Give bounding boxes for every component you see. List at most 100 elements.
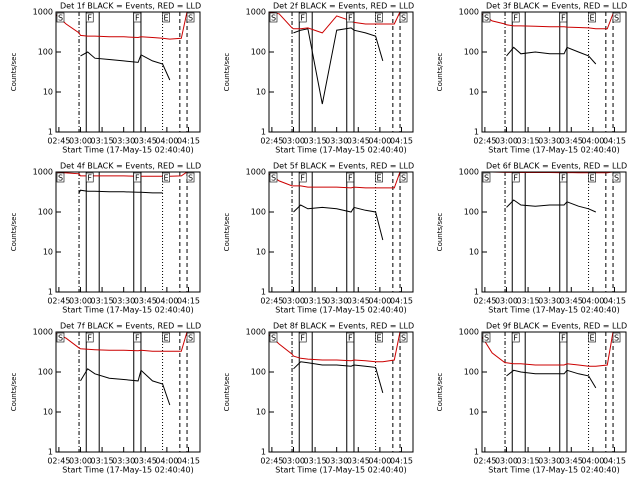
plot-frame [481,331,627,453]
annotation-box [612,332,621,343]
annotation-box [482,12,491,23]
y-tick-label: 100 [251,208,266,217]
panel: Det 5f BLACK = Events, RED = LLD Start Ti… [223,162,414,315]
series-line [293,361,384,394]
y-tick-label: 100 [464,48,479,57]
x-tick-label: 03:45 [134,137,157,146]
annotation-box [298,12,307,23]
annotation: F [561,334,566,343]
annotation-box [559,12,568,23]
x-tick-label: 03:45 [347,137,370,146]
annotation: S [401,14,406,23]
y-axis-label: Counts/sec [223,53,231,92]
x-tick-label: 03:00 [69,457,92,466]
plot-frame [481,11,627,133]
annotation-box [399,332,408,343]
annotation: F [561,174,566,183]
annotation: S [614,174,619,183]
annotation: E [590,334,595,343]
annotation: E [164,14,169,23]
annotation: F [87,334,92,343]
y-tick-label: 1 [261,448,266,457]
x-tick-label: 03:15 [517,137,540,146]
annotation-box [298,172,307,183]
x-tick-label: 03:00 [495,297,518,306]
y-tick-label: 1000 [33,328,53,337]
y-tick-label: 1 [474,448,479,457]
series-line [78,189,163,194]
panel: Det 6f BLACK = Events, RED = LLD Start Ti… [436,162,627,315]
x-tick-label: 04:15 [177,457,200,466]
annotation-box [133,332,142,343]
x-tick-label: 04:15 [603,457,626,466]
plot-area [56,172,188,292]
chart-title: Det 8f BLACK = Events, RED = LLD [273,322,414,331]
y-tick-label: 1 [474,128,479,137]
x-tick-label: 04:00 [155,137,178,146]
annotation-box [346,172,355,183]
chart-title: Det 2f BLACK = Events, RED = LLD [273,2,414,11]
annotation: F [87,174,92,183]
x-tick-label: 03:45 [560,297,583,306]
annotation-box [482,172,491,183]
annotation-box [269,12,278,23]
y-tick-label: 100 [251,368,266,377]
x-tick-label: 03:30 [325,297,348,306]
x-axis-label: Start Time (17-May-15 02:40:40) [488,146,619,155]
x-tick-label: 04:15 [390,137,413,146]
y-tick-label: 100 [38,48,53,57]
y-tick-label: 1 [48,128,53,137]
x-tick-label: 04:00 [368,457,391,466]
x-tick-label: 03:00 [69,297,92,306]
x-tick-label: 03:15 [91,457,114,466]
series-line [293,204,384,241]
y-axis-label: Counts/sec [436,373,444,412]
y-axis-label: Counts/sec [436,213,444,252]
panel: Det 8f BLACK = Events, RED = LLD Start Ti… [223,322,414,475]
plot-area [269,12,401,132]
x-tick-label: 04:00 [155,457,178,466]
x-tick-label: 04:15 [177,297,200,306]
chart-title: Det 4f BLACK = Events, RED = LLD [60,162,201,171]
series-line [506,46,597,65]
series-line [269,12,401,34]
y-tick-label: 1 [474,288,479,297]
y-tick-label: 1000 [459,8,479,17]
y-tick-label: 100 [38,368,53,377]
plot-frame [55,331,201,453]
x-tick-label: 02:45 [47,457,70,466]
y-axis-label: Counts/sec [10,53,18,92]
chart-title: Det 9f BLACK = Events, RED = LLD [486,322,627,331]
x-axis-label: Start Time (17-May-15 02:40:40) [488,466,619,475]
annotation: S [188,334,193,343]
series-line [482,332,614,367]
y-tick-label: 1000 [459,168,479,177]
plot-area [56,12,188,132]
series-line [482,13,614,30]
y-tick-label: 10 [256,88,266,97]
x-tick-label: 04:00 [368,297,391,306]
y-axis-label: Counts/sec [10,213,18,252]
x-tick-label: 03:00 [282,457,305,466]
series-line [506,369,597,389]
x-tick-label: 03:30 [538,137,561,146]
x-tick-label: 03:45 [347,457,370,466]
x-tick-label: 03:30 [538,297,561,306]
x-tick-label: 03:30 [325,457,348,466]
y-tick-label: 10 [469,248,479,257]
x-tick-label: 02:45 [473,137,496,146]
annotation: S [614,334,619,343]
annotation-box [399,172,408,183]
x-axis-label: Start Time (17-May-15 02:40:40) [275,146,406,155]
annotation-box [298,332,307,343]
annotation: F [348,14,353,23]
y-tick-label: 10 [256,248,266,257]
annotation: S [271,14,276,23]
annotation: S [58,174,63,183]
annotation-box [346,332,355,343]
plot-frame [481,171,627,293]
annotation-box [133,172,142,183]
annotation-box [588,332,596,343]
x-tick-label: 03:45 [560,457,583,466]
series-line [56,12,188,40]
